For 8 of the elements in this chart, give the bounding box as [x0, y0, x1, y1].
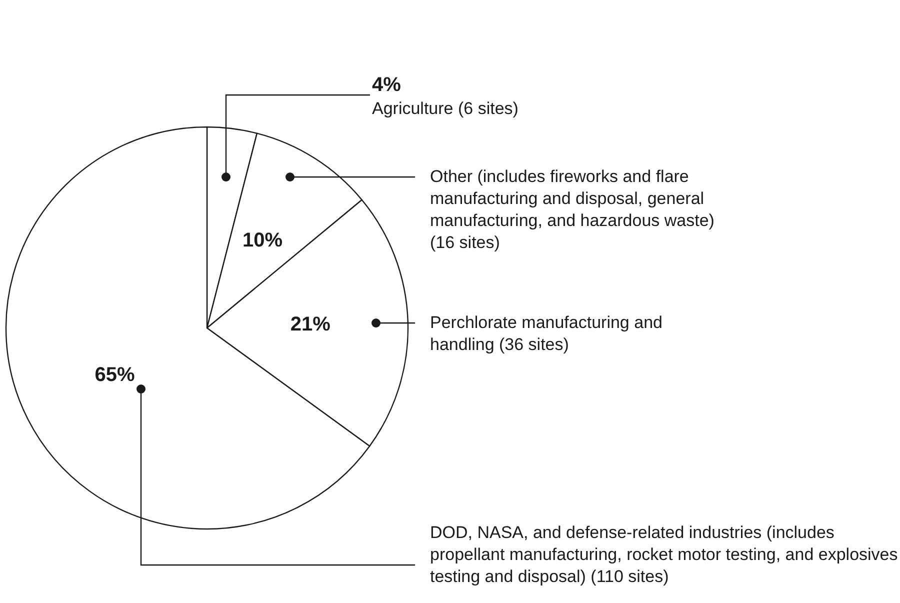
- data-label: 4%: [372, 74, 401, 97]
- slice-label: Agriculture (6 sites): [372, 98, 520, 120]
- data-label: 21%: [290, 314, 331, 336]
- data-label: 10%: [242, 230, 283, 252]
- slice-label: Perchlorate manufacturing and handling (36 sites): [430, 312, 664, 356]
- slice-label: DOD, NASA, and defense-related industries (includes propellant manufacturing, rocket motor testing, and explosives testing and disposal) (110 sites): [430, 522, 899, 588]
- slice-label: Other (includes fireworks and flare manufacturing and disposal, general manufacturing, and hazardous waste) (16 sites): [430, 166, 716, 254]
- data-label: 65%: [94, 364, 136, 386]
